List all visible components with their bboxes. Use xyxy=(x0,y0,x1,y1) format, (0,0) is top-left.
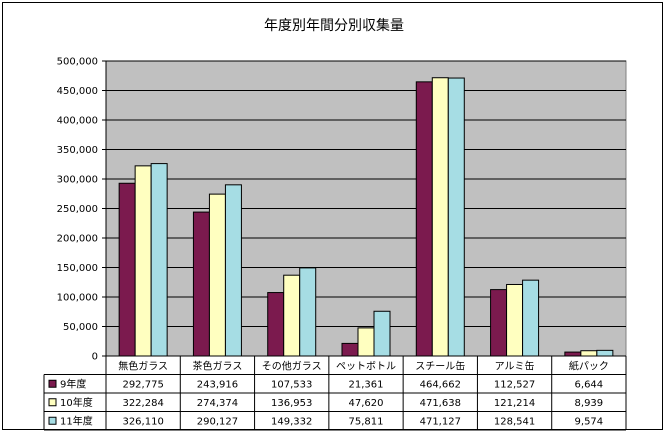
bar xyxy=(357,327,375,357)
bar xyxy=(564,351,582,357)
bar xyxy=(192,211,210,357)
bar xyxy=(506,283,524,357)
data-label: 75,811 xyxy=(349,417,384,428)
legend-label: 9年度 xyxy=(60,378,86,391)
bar xyxy=(596,349,614,357)
y-tick-label: 400,000 xyxy=(57,116,98,127)
legend-swatch xyxy=(48,416,57,425)
data-label: 6,644 xyxy=(575,380,604,391)
y-tick-label: 0 xyxy=(92,352,98,363)
y-tick-label: 300,000 xyxy=(57,175,98,186)
data-label: 322,284 xyxy=(122,398,163,409)
bar xyxy=(283,274,301,357)
x-tick-label: 茶色ガラス xyxy=(193,360,243,373)
bar xyxy=(341,342,359,357)
y-tick-label: 50,000 xyxy=(63,322,98,333)
data-label: 136,953 xyxy=(271,398,312,409)
x-tick-label: 無色ガラス xyxy=(118,360,168,373)
legend-swatch xyxy=(48,398,57,407)
x-tick-label: スチール缶 xyxy=(415,360,465,373)
data-label: 149,332 xyxy=(271,417,312,428)
data-label: 471,127 xyxy=(420,417,461,428)
bar xyxy=(522,279,540,357)
chart-title: 年度別年間分別収集量 xyxy=(264,17,404,34)
bar xyxy=(431,77,449,357)
data-label: 121,214 xyxy=(494,398,535,409)
data-label: 243,916 xyxy=(197,380,238,391)
y-tick-label: 350,000 xyxy=(57,145,98,156)
bar xyxy=(267,292,285,357)
data-label: 21,361 xyxy=(349,380,384,391)
legend-label: 11年度 xyxy=(60,415,93,428)
bar xyxy=(580,350,598,357)
bar xyxy=(224,184,242,357)
y-tick-label: 500,000 xyxy=(57,57,98,68)
bar xyxy=(447,77,465,357)
data-label: 471,638 xyxy=(420,398,461,409)
bar xyxy=(150,163,168,357)
data-label: 274,374 xyxy=(197,398,238,409)
bar xyxy=(299,267,317,357)
x-tick-label: 紙パック xyxy=(569,360,609,373)
y-tick-label: 100,000 xyxy=(57,293,98,304)
y-tick-label: 150,000 xyxy=(57,263,98,274)
data-label: 8,939 xyxy=(575,398,604,409)
y-tick-label: 450,000 xyxy=(57,86,98,97)
data-label: 47,620 xyxy=(349,398,384,409)
data-label: 290,127 xyxy=(197,417,238,428)
x-tick-label: その他ガラス xyxy=(262,360,322,373)
bar xyxy=(373,310,391,357)
data-label: 112,527 xyxy=(494,380,535,391)
legend-swatch xyxy=(48,379,57,388)
data-label: 107,533 xyxy=(271,380,312,391)
bar xyxy=(118,182,136,357)
x-tick-label: ペットボトル xyxy=(336,361,396,373)
bar xyxy=(208,193,226,357)
legend-label: 10年度 xyxy=(60,396,93,409)
data-label: 9,574 xyxy=(575,417,604,428)
x-tick-label: アルミ缶 xyxy=(495,360,535,373)
data-label: 292,775 xyxy=(122,380,163,391)
data-label: 326,110 xyxy=(122,417,163,428)
data-label: 464,662 xyxy=(420,380,461,391)
data-label: 128,541 xyxy=(494,417,535,428)
bar xyxy=(490,289,508,357)
y-tick-label: 250,000 xyxy=(57,204,98,215)
bar xyxy=(415,81,433,357)
y-tick-label: 200,000 xyxy=(57,234,98,245)
bar xyxy=(134,165,152,357)
